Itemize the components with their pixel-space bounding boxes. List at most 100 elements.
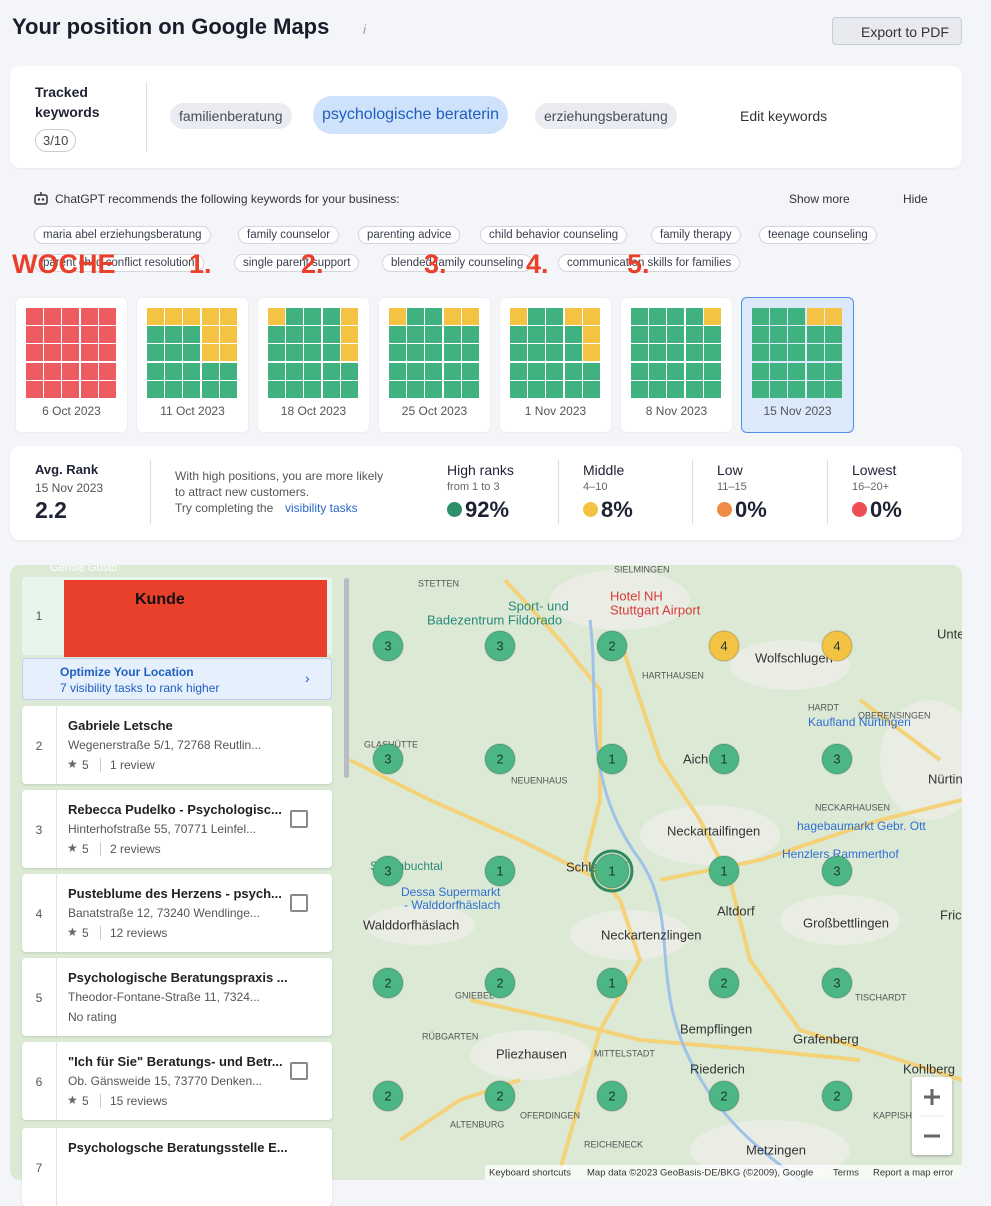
grid-cell [703,344,721,362]
grid-cell [564,308,582,325]
recommended-chip[interactable]: single parent support [234,254,360,272]
grid-cell [461,380,479,398]
star-icon: ★ [67,757,78,771]
list-item[interactable] [22,706,332,784]
keyword-chip[interactable]: familienberatung [170,103,292,129]
map-footer-text: Keyboard shortcuts [489,1168,571,1179]
grid-cell [268,380,285,398]
rank-bubble [708,855,740,887]
grid-cell [752,380,769,398]
grid-cell [98,362,116,380]
grid-cell [26,344,43,362]
category-range: 16–20+ [852,481,890,493]
grid-cell [788,326,806,344]
list-item[interactable] [22,874,332,952]
rank-bubble-label: 1 [496,863,503,878]
grid-cell [340,326,358,344]
hide[interactable]: Hide [903,192,928,206]
export-button[interactable]: Export to PDF [832,17,962,45]
grid-cell [770,344,788,362]
grid-cell [201,308,219,325]
grid-cell [147,380,164,398]
rank-bubble-label: 4 [833,638,840,653]
list-rating: 5 [82,926,89,940]
avg-rank-label: Avg. Rank [35,462,99,477]
grid-cell [788,362,806,380]
grid-cell [546,344,564,362]
grid-cell [201,344,219,362]
grid-cell [582,380,600,398]
grid-cell [631,308,648,325]
star-icon: ★ [67,841,78,855]
grid-cell [443,362,461,380]
grid-cell [806,380,824,398]
grid-cell [389,362,406,380]
grid-cell [770,308,788,325]
keyword-chip[interactable]: erziehungsberatung [535,103,677,129]
edit-keywords[interactable]: Edit keywords [740,108,828,124]
list-reviews: 2 reviews [110,842,161,856]
grid-cell [824,362,842,380]
grid-cell [183,344,201,362]
rank-bubble [821,1080,853,1112]
recommended-chip[interactable]: parent child conflict resolution [34,254,204,272]
map-label: Henzlers Rammerthof [782,847,899,861]
grid-cell [546,326,564,344]
show-more[interactable]: Show more [789,192,850,206]
category-dot [717,502,732,517]
grid-cell [219,380,237,398]
list-item[interactable] [22,1042,332,1120]
recommended-chip[interactable]: blended family counseling [382,254,533,272]
map-label: NECKARHAUSEN [815,802,890,812]
grid-cell [201,362,219,380]
grid-cell [649,380,667,398]
recommended-chip[interactable]: teenage counseling [759,226,877,244]
map-label: Wolfschlugen [755,650,833,665]
category-value: 0% [870,497,902,522]
list-item[interactable] [22,790,332,868]
grid-cell [80,308,98,325]
snapshot-date: 25 Oct 2023 [401,404,468,418]
grid-cell [304,308,322,325]
grid-cell [165,344,183,362]
rank-bubble-label: 3 [833,975,840,990]
rank-bubble-label: 3 [496,638,503,653]
zoom-control[interactable] [912,1077,952,1155]
recommended-chip[interactable]: parenting advice [358,226,461,244]
recommended-chip[interactable]: maria abel erziehungsberatung [34,226,211,244]
recommended-chip[interactable]: child behavior counseling [480,226,628,244]
grid-cell [322,362,340,380]
grid-cell [219,344,237,362]
optimize-box[interactable] [22,658,332,700]
grid-cell [667,308,685,325]
list-reviews: 15 reviews [110,1094,168,1108]
map-label: OFERDINGEN [520,1110,580,1120]
grid-cell [752,344,769,362]
recommended-chip[interactable]: family therapy [651,226,741,244]
list-item[interactable] [22,958,332,1036]
grid-cell [268,326,285,344]
recommended-chip[interactable]: family counselor [238,226,340,244]
grid-cell [286,380,304,398]
grid-cell [425,308,443,325]
grid-cell [201,326,219,344]
grid-cell [340,308,358,325]
category-dot [447,502,462,517]
grid-cell [62,326,80,344]
recommended-chip[interactable]: communication skills for families [558,254,741,272]
map-label: ALTENBURG [450,1119,504,1129]
grid-cell [425,380,443,398]
grid-cell [304,344,322,362]
list-item[interactable] [22,1128,332,1206]
grid-cell [286,326,304,344]
snapshot-date: 8 Nov 2023 [645,404,708,418]
grid-cell [286,362,304,380]
grid-cell [286,344,304,362]
visibility-link[interactable]: visibility tasks [285,501,358,515]
rank-bubble [821,855,853,887]
rank-bubble-label: 1 [720,751,727,766]
keyword-chip[interactable]: psychologische beraterin [313,96,508,134]
grid-cell [788,380,806,398]
map-label: Kaufland Nürtingen [808,715,911,729]
river [588,619,801,1180]
